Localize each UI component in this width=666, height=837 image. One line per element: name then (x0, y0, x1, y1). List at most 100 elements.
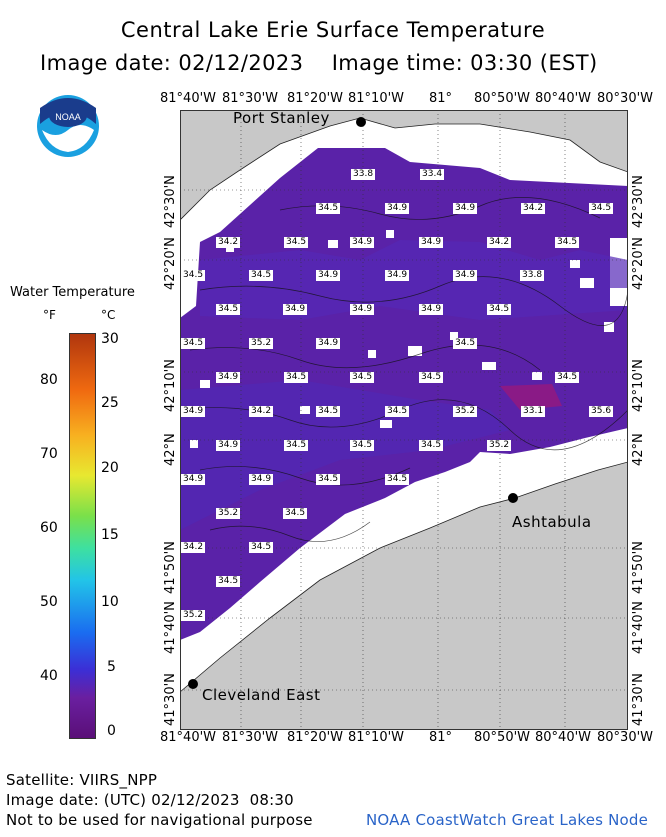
temp-label: 35.2 (216, 508, 241, 519)
temp-label: 34.9 (385, 203, 410, 214)
lon-tick-top-5: 81° (429, 91, 453, 106)
temp-label: 34.9 (453, 203, 478, 214)
temp-label: 33.8 (520, 270, 545, 281)
temp-label: 34.5 (589, 203, 614, 214)
temp-label: 34.9 (216, 372, 241, 383)
temp-label: 34.9 (453, 270, 478, 281)
legend-c-tick: 5 (107, 659, 116, 675)
north-shore-land (180, 110, 628, 221)
city-ashtabula: Ashtabula (512, 513, 592, 531)
temp-label: 35.6 (589, 406, 614, 417)
noaa-logo-icon: NOAA (37, 95, 99, 157)
temp-label: 34.2 (216, 237, 241, 248)
lon-tick-top-8: 80°30'W (597, 91, 654, 106)
temp-label: 34.5 (487, 304, 512, 315)
temp-label: 34.2 (249, 406, 274, 417)
legend-f-tick: 60 (40, 520, 58, 536)
temp-label: 34.5 (181, 270, 206, 281)
temp-label: 34.5 (316, 203, 341, 214)
temp-label: 34.9 (350, 304, 375, 315)
temp-label: 34.5 (453, 338, 478, 349)
lat-tick-left-7: 41°30'N (163, 673, 178, 726)
lon-tick-bottom-6: 80°50'W (474, 730, 531, 745)
temp-label: 33.8 (351, 169, 376, 180)
lon-tick-bottom-4: 81°10'W (348, 730, 405, 745)
lat-tick-right-2: 42°20'N (631, 237, 646, 290)
temp-label: 35.2 (487, 440, 512, 451)
temp-label: 34.2 (521, 203, 546, 214)
logo-text: NOAA (55, 112, 81, 122)
temp-label: 34.9 (350, 237, 375, 248)
legend-c-tick: 0 (107, 723, 116, 739)
temp-label: 34.5 (284, 440, 309, 451)
image-datetime: Image date: 02/12/2023 Image time: 03:30… (40, 51, 598, 75)
temp-label: 34.5 (316, 406, 341, 417)
lon-tick-top-6: 80°50'W (474, 91, 531, 106)
lat-tick-right-6: 41°40'N (631, 601, 646, 654)
legend-f-tick: 40 (40, 668, 58, 684)
lat-tick-right-7: 41°30'N (631, 673, 646, 726)
temp-label: 34.5 (283, 508, 308, 519)
port-stanley-dot (356, 117, 366, 127)
legend-c-tick: 30 (101, 331, 119, 347)
ashtabula-dot (508, 493, 518, 503)
temp-label: 34.9 (419, 237, 444, 248)
lat-tick-left-3: 42°10'N (163, 359, 178, 412)
temp-label: 34.5 (385, 474, 410, 485)
lat-tick-right-3: 42°10'N (631, 359, 646, 412)
temp-label: 34.9 (316, 270, 341, 281)
temp-label: 34.2 (181, 542, 206, 553)
legend-unit-f: °F (43, 308, 56, 322)
legend-c-tick: 15 (101, 527, 119, 543)
temp-label: 34.2 (487, 237, 512, 248)
temp-label: 34.9 (419, 304, 444, 315)
south-shore-land (180, 461, 628, 730)
legend-unit-c: °C (101, 308, 116, 322)
lat-tick-right-5: 41°50'N (631, 541, 646, 594)
temp-label: 34.5 (216, 576, 241, 587)
temp-label: 34.5 (284, 237, 309, 248)
legend-c-tick: 10 (101, 594, 119, 610)
legend-title: Water Temperature (10, 285, 135, 300)
temp-label: 34.5 (419, 372, 444, 383)
temp-label: 35.2 (181, 610, 206, 621)
temp-label: 34.5 (249, 270, 274, 281)
lat-tick-left-4: 42°N (163, 433, 178, 466)
lon-tick-bottom-3: 81°20'W (287, 730, 344, 745)
temp-label: 34.9 (385, 270, 410, 281)
temp-label: 34.5 (419, 440, 444, 451)
temp-label: 34.5 (249, 542, 274, 553)
lon-tick-top-4: 81°10'W (348, 91, 405, 106)
temp-label: 34.9 (181, 474, 206, 485)
footer-satellite: Satellite: VIIRS_NPP (6, 771, 158, 789)
temp-label: 34.9 (216, 440, 241, 451)
temp-label: 34.5 (216, 304, 241, 315)
lon-tick-top-1: 81°40'W (160, 91, 217, 106)
temp-label: 34.5 (316, 474, 341, 485)
city-port-stanley: Port Stanley (233, 109, 330, 127)
temp-label: 33.4 (420, 169, 445, 180)
lat-tick-left-6: 41°40'N (163, 601, 178, 654)
lat-tick-left-5: 41°50'N (163, 541, 178, 594)
lon-tick-bottom-8: 80°30'W (597, 730, 654, 745)
footer-warning: Not to be used for navigational purpose (6, 811, 313, 829)
temp-label: 34.5 (385, 406, 410, 417)
legend-f-tick: 80 (40, 372, 58, 388)
temp-label: 34.9 (316, 338, 341, 349)
lon-tick-top-7: 80°40'W (535, 91, 592, 106)
lon-tick-bottom-1: 81°40'W (160, 730, 217, 745)
legend-c-tick: 20 (101, 460, 119, 476)
footer-credit: NOAA CoastWatch Great Lakes Node (366, 811, 649, 829)
temp-label: 35.2 (453, 406, 478, 417)
lon-tick-top-3: 81°20'W (287, 91, 344, 106)
lat-tick-right-1: 42°30'N (631, 175, 646, 228)
lon-tick-bottom-7: 80°40'W (535, 730, 592, 745)
legend-f-tick: 70 (40, 446, 58, 462)
image-date-label: Image date: 02/12/2023 (40, 51, 304, 75)
lon-tick-top-2: 81°30'W (222, 91, 279, 106)
legend-f-tick: 50 (40, 594, 58, 610)
lat-tick-left-1: 42°30'N (163, 175, 178, 228)
temp-label: 34.5 (350, 440, 375, 451)
temp-label: 34.5 (284, 372, 309, 383)
color-scale-bar (69, 333, 96, 739)
